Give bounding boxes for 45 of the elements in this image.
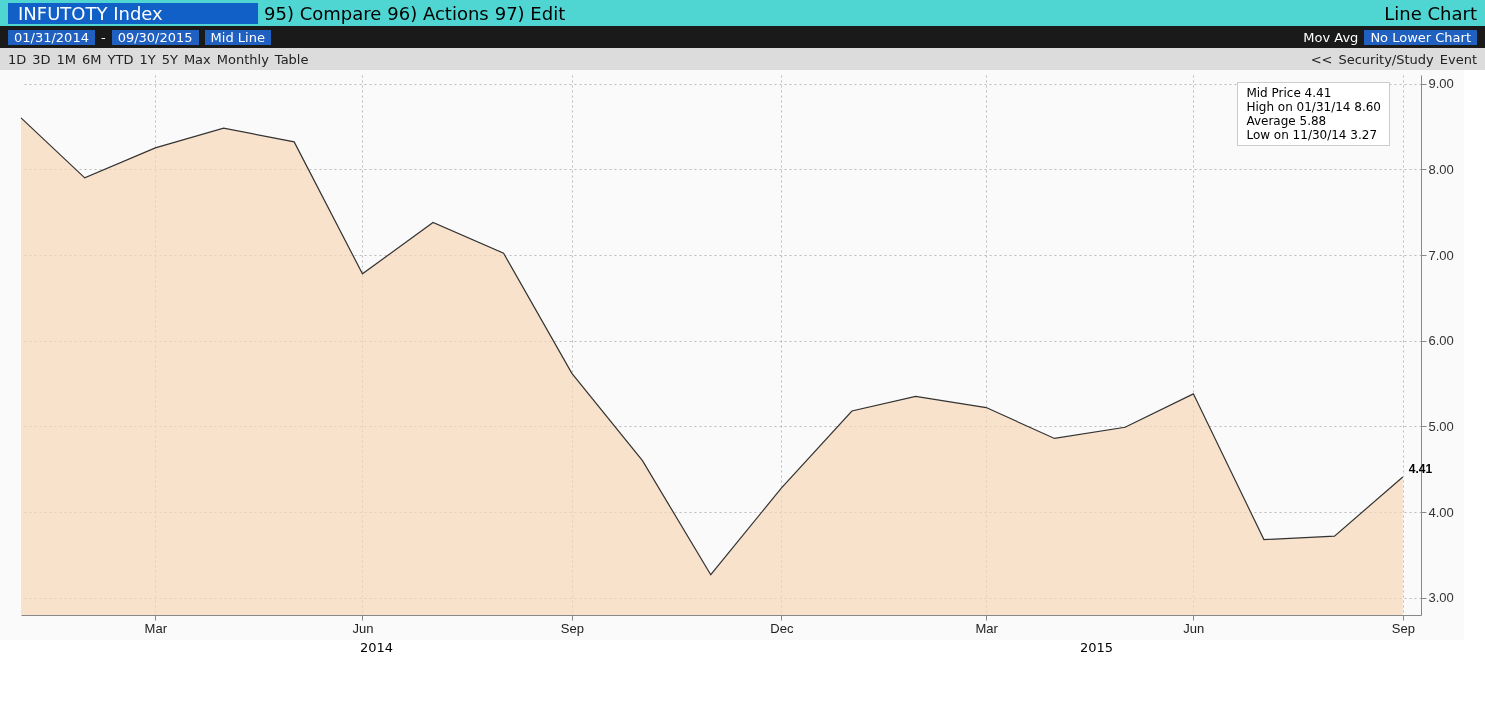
y-tick-label: 4.00	[1428, 504, 1454, 520]
text: Line Chart	[1384, 2, 1477, 24]
text: Event	[1439, 51, 1477, 67]
x-tick-label: Sep	[560, 620, 584, 636]
annotation: Low on 11/30/14 3.27	[1246, 128, 1379, 142]
annotation: Mid Price 4.41	[1246, 86, 1333, 100]
y-tick-label: 7.00	[1428, 247, 1454, 263]
text: 6M	[82, 51, 102, 67]
x-tick-label: Jun	[352, 620, 374, 636]
text: Mov Avg	[1303, 29, 1359, 45]
y-tick-label: 5.00	[1428, 418, 1454, 434]
text: 09/30/2015	[111, 29, 199, 45]
x-tick-label: Sep	[1391, 620, 1415, 636]
y-tick-label: 3.00	[1428, 590, 1454, 606]
text: Max	[183, 51, 211, 67]
y-tick-label: 9.00	[1428, 76, 1454, 92]
x-tick-label: Mar	[144, 620, 168, 636]
chart-title: INFUTOTY Index	[8, 2, 258, 24]
text: 1M	[56, 51, 77, 67]
text: 95) Compare	[264, 2, 382, 24]
annotation: High on 01/31/14 8.60	[1246, 100, 1381, 114]
text: Table	[274, 51, 309, 67]
y-tick-label: 8.00	[1428, 161, 1454, 177]
text: 01/31/2014	[8, 29, 95, 45]
text: No Lower Chart	[1364, 29, 1477, 45]
text: 1D	[8, 51, 27, 67]
text: Security/Study	[1338, 51, 1434, 67]
text: 2014	[360, 640, 394, 655]
y-tick-label: 6.00	[1428, 333, 1454, 349]
x-tick-label: Mar	[975, 620, 999, 636]
text: 97) Edit	[494, 2, 566, 24]
annotation: 4.41	[1408, 462, 1433, 476]
text: Monthly	[216, 51, 269, 67]
text: <<	[1310, 51, 1333, 67]
text: 3D	[32, 51, 51, 67]
text: 2015	[1080, 640, 1114, 655]
text: -	[100, 29, 106, 45]
text: Mid Line	[204, 29, 271, 45]
annotation: Average 5.88	[1246, 114, 1328, 128]
x-tick-label: Dec	[770, 620, 794, 636]
text: 5Y	[161, 51, 178, 67]
x-tick-label: Jun	[1183, 620, 1205, 636]
text: YTD	[107, 51, 134, 67]
text: 1Y	[139, 51, 156, 67]
text: 96) Actions	[387, 2, 489, 24]
